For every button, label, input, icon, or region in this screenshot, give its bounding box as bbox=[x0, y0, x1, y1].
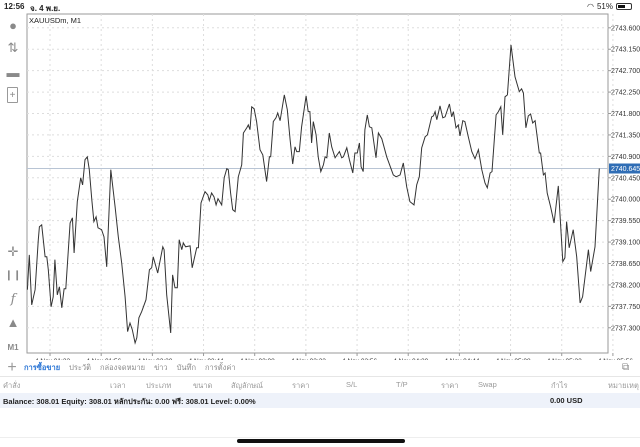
battery-percent: 51% bbox=[596, 2, 613, 11]
col-time: เวลา bbox=[110, 381, 126, 390]
col-swap: Swap bbox=[478, 380, 497, 389]
x-tick-label: 4 Nov 02:44 bbox=[189, 358, 224, 360]
tab-mailbox[interactable]: กล่องจดหมาย bbox=[100, 363, 146, 372]
chat-icon[interactable]: ▬ bbox=[6, 64, 20, 80]
col-tp: T/P bbox=[396, 380, 408, 389]
y-tick-label: 2741.350 bbox=[611, 132, 640, 139]
x-tick-label: 4 Nov 03:56 bbox=[342, 358, 377, 360]
y-tick-label: 2740.000 bbox=[611, 197, 640, 204]
x-tick-label: 4 Nov 01:56 bbox=[86, 358, 121, 360]
y-tick-label: 2743.600 bbox=[611, 25, 640, 32]
y-tick-label: 2742.700 bbox=[611, 68, 640, 75]
terminal-tabs: + การซื้อขาย ประวัติ กล่องจดหมาย ข่าว บั… bbox=[0, 360, 640, 377]
tab-settings[interactable]: การตั้งค่า bbox=[205, 363, 236, 372]
status-bar: 12:56 จ. 4 พ.ย. ◠ 51% bbox=[0, 0, 640, 13]
balance-summary: Balance: 308.01 Equity: 308.01 หลักประกั… bbox=[3, 397, 256, 406]
status-time: 12:56 bbox=[4, 2, 25, 11]
plot-area bbox=[26, 13, 609, 354]
y-tick-label: 2738.200 bbox=[611, 282, 640, 289]
wifi-icon: ◠ bbox=[587, 2, 594, 11]
y-tick-label: 2741.800 bbox=[611, 111, 640, 118]
col-current-price: ราคา bbox=[441, 381, 459, 390]
crosshair-icon[interactable]: ✛ bbox=[7, 244, 19, 259]
new-order-icon[interactable]: + bbox=[7, 87, 18, 103]
y-tick-label: 2738.650 bbox=[611, 261, 640, 268]
y-tick-label: 2737.300 bbox=[611, 325, 640, 332]
y-tick-label: 2742.250 bbox=[611, 90, 640, 97]
x-tick-label: 4 Nov 03:32 bbox=[291, 358, 326, 360]
trade-arrows-icon[interactable]: ⇅ bbox=[7, 40, 19, 55]
y-tick-label: 2739.550 bbox=[611, 218, 640, 225]
tab-journal[interactable]: บันทึก bbox=[176, 363, 197, 372]
x-tick-label: 4 Nov 04:44 bbox=[444, 358, 479, 360]
left-toolbar: ● ⇅ ▬ + ✛ ❙❙ f ▲ M1 bbox=[0, 13, 26, 358]
current-price-label: 2740.645 bbox=[611, 166, 640, 173]
x-tick-label: 4 Nov 01:32 bbox=[35, 358, 70, 360]
chart-title: XAUUSDm, M1 bbox=[29, 16, 81, 25]
status-date: จ. 4 พ.ย. bbox=[30, 4, 61, 13]
tab-history[interactable]: ประวัติ bbox=[69, 363, 92, 372]
home-indicator[interactable] bbox=[237, 439, 405, 443]
x-tick-label: 4 Nov 04:20 bbox=[393, 358, 428, 360]
y-tick-label: 2740.450 bbox=[611, 175, 640, 182]
col-order: คำสั่ง bbox=[3, 381, 21, 390]
add-icon[interactable]: + bbox=[7, 359, 17, 376]
tab-trade[interactable]: การซื้อขาย bbox=[24, 363, 61, 372]
col-sl: S/L bbox=[346, 380, 358, 389]
col-price: ราคา bbox=[292, 381, 310, 390]
x-tick-label: 4 Nov 03:08 bbox=[240, 358, 275, 360]
col-profit: กำไร bbox=[551, 381, 568, 390]
x-tick-label: 4 Nov 05:08 bbox=[496, 358, 531, 360]
battery-icon bbox=[616, 3, 632, 10]
divider bbox=[0, 437, 640, 438]
function-icon[interactable]: f bbox=[10, 291, 16, 307]
price-line bbox=[26, 44, 600, 345]
current-price-badge bbox=[609, 163, 640, 174]
y-tick-label: 2740.900 bbox=[611, 154, 640, 161]
col-comment: หมายเหตุ bbox=[608, 381, 639, 390]
y-tick-label: 2739.100 bbox=[611, 240, 640, 247]
total-profit: 0.00 USD bbox=[550, 396, 583, 405]
x-tick-label: 4 Nov 05:32 bbox=[547, 358, 582, 360]
tab-news[interactable]: ข่าว bbox=[154, 363, 168, 372]
layout-icon[interactable]: ⧉ bbox=[622, 362, 630, 373]
table-header: คำสั่ง เวลา ประเภท ขนาด สัญลักษณ์ ราคา S… bbox=[0, 377, 640, 393]
objects-icon[interactable]: ▲ bbox=[6, 314, 20, 330]
x-tick-label: 4 Nov 05:56 bbox=[598, 358, 633, 360]
col-type: ประเภท bbox=[146, 381, 172, 390]
timeframe-button[interactable]: M1 bbox=[7, 342, 19, 352]
col-symbol: สัญลักษณ์ bbox=[231, 381, 264, 390]
indicators-icon[interactable]: ❙❙ bbox=[4, 269, 22, 281]
y-tick-label: 2743.150 bbox=[611, 47, 640, 54]
balance-row: Balance: 308.01 Equity: 308.01 หลักประกั… bbox=[0, 393, 640, 408]
col-volume: ขนาด bbox=[193, 381, 213, 390]
price-chart[interactable]: 2743.600 2743.150 2742.700 2742.250 2741.800… bbox=[0, 0, 640, 360]
y-tick-label: 2737.750 bbox=[611, 304, 640, 311]
account-icon[interactable]: ● bbox=[9, 17, 17, 33]
x-tick-label: 4 Nov 02:20 bbox=[137, 358, 172, 360]
